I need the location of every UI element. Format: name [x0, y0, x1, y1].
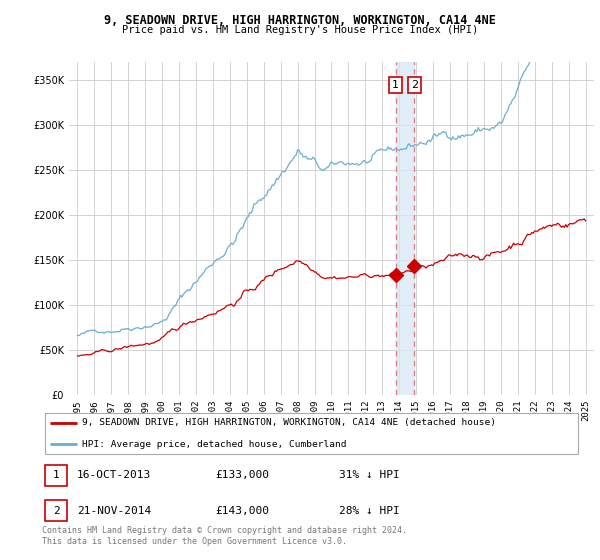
Text: 31% ↓ HPI: 31% ↓ HPI: [339, 470, 400, 480]
Bar: [395, 62, 415, 395]
FancyBboxPatch shape: [45, 413, 578, 454]
Text: 16-OCT-2013: 16-OCT-2013: [77, 470, 151, 480]
FancyBboxPatch shape: [45, 501, 67, 521]
Text: Contains HM Land Registry data © Crown copyright and database right 2024.
This d: Contains HM Land Registry data © Crown c…: [42, 526, 407, 546]
Text: 28% ↓ HPI: 28% ↓ HPI: [339, 506, 400, 516]
Text: 21-NOV-2014: 21-NOV-2014: [77, 506, 151, 516]
Text: Price paid vs. HM Land Registry's House Price Index (HPI): Price paid vs. HM Land Registry's House …: [122, 25, 478, 35]
Text: 9, SEADOWN DRIVE, HIGH HARRINGTON, WORKINGTON, CA14 4NE: 9, SEADOWN DRIVE, HIGH HARRINGTON, WORKI…: [104, 14, 496, 27]
Text: HPI: Average price, detached house, Cumberland: HPI: Average price, detached house, Cumb…: [83, 440, 347, 449]
Text: 2: 2: [411, 80, 418, 90]
Text: 9, SEADOWN DRIVE, HIGH HARRINGTON, WORKINGTON, CA14 4NE (detached house): 9, SEADOWN DRIVE, HIGH HARRINGTON, WORKI…: [83, 418, 497, 427]
Text: £143,000: £143,000: [215, 506, 269, 516]
Text: 2: 2: [53, 506, 59, 516]
Text: 1: 1: [392, 80, 399, 90]
Text: £133,000: £133,000: [215, 470, 269, 480]
FancyBboxPatch shape: [45, 465, 67, 486]
Text: 1: 1: [53, 470, 59, 480]
